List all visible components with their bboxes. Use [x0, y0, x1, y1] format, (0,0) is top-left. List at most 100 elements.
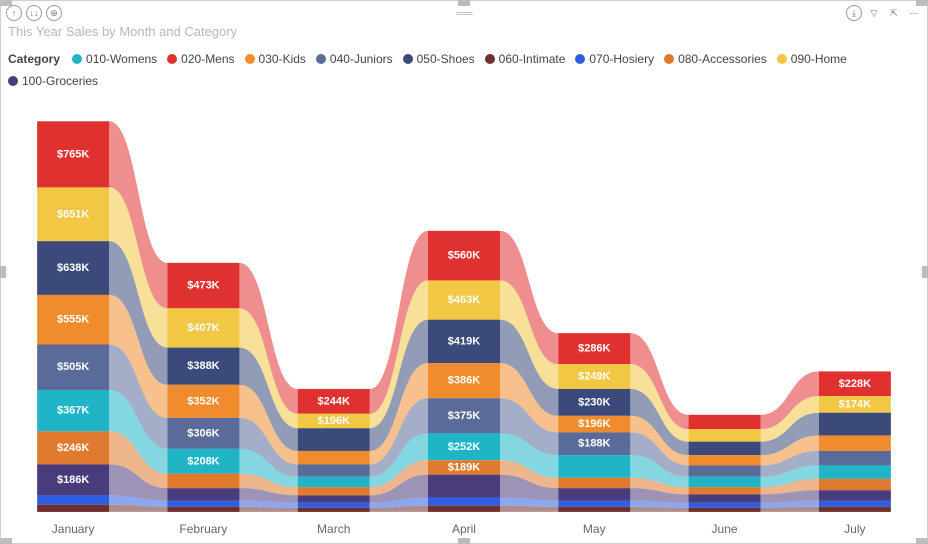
legend-title: Category — [8, 52, 60, 66]
data-label: $419K — [448, 335, 480, 347]
data-label: $651K — [57, 208, 89, 220]
data-label: $252K — [448, 441, 480, 453]
ribbon-bar-segment[interactable] — [819, 465, 891, 478]
ribbon-bar-segment[interactable] — [558, 478, 630, 488]
ribbon-bar-segment[interactable] — [298, 503, 370, 508]
ribbon-bar-segment[interactable] — [558, 455, 630, 478]
ribbon-bar-segment[interactable] — [298, 428, 370, 451]
ribbon-bar-segment[interactable] — [819, 435, 891, 451]
ribbon-bar-segment[interactable] — [167, 474, 239, 488]
legend-item[interactable]: 020-Mens — [167, 52, 234, 66]
legend-item[interactable]: 080-Accessories — [664, 52, 767, 66]
ribbon-bar-segment[interactable] — [689, 465, 761, 476]
data-label: $230K — [578, 396, 610, 408]
legend-item[interactable]: 040-Juniors — [316, 52, 393, 66]
ribbon-bar-segment[interactable] — [689, 429, 761, 441]
x-axis-label: June — [659, 522, 789, 536]
filter-icon[interactable]: ▽ — [866, 5, 882, 21]
legend-swatch — [777, 54, 787, 64]
resize-handle[interactable] — [0, 266, 6, 278]
data-label: $560K — [448, 249, 480, 261]
ribbon-bar-segment[interactable] — [819, 490, 891, 500]
ribbon-bar-segment[interactable] — [37, 505, 109, 512]
legend-swatch — [72, 54, 82, 64]
ribbon-bar-segment[interactable] — [819, 413, 891, 436]
data-label: $228K — [839, 378, 871, 390]
chart-title: This Year Sales by Month and Category — [8, 24, 237, 39]
ribbon-bar-segment[interactable] — [167, 501, 239, 507]
data-label: $555K — [57, 314, 89, 326]
ribbon-bar-segment[interactable] — [819, 501, 891, 507]
ribbon-bar-segment[interactable] — [689, 455, 761, 465]
x-axis: JanuaryFebruaryMarchAprilMayJuneJuly — [8, 522, 920, 536]
data-label: $407K — [187, 322, 219, 334]
ribbon-bar-segment[interactable] — [819, 479, 891, 490]
resize-handle[interactable] — [922, 266, 928, 278]
ribbon-bar-segment[interactable] — [428, 497, 500, 505]
ribbon-bar-segment[interactable] — [689, 508, 761, 512]
x-axis-label: July — [790, 522, 920, 536]
data-label: $367K — [57, 405, 89, 417]
ribbon-bar-segment[interactable] — [689, 477, 761, 487]
legend-item[interactable]: 070-Hosiery — [575, 52, 654, 66]
legend-item[interactable]: 060-Intimate — [485, 52, 566, 66]
ribbon-bar-segment[interactable] — [689, 487, 761, 494]
data-label: $244K — [318, 395, 350, 407]
ribbon-bar-segment[interactable] — [558, 488, 630, 500]
legend-swatch — [575, 54, 585, 64]
ribbon-bar-segment[interactable] — [819, 451, 891, 465]
legend-label: 070-Hosiery — [589, 52, 654, 66]
ribbon-bar-segment[interactable] — [298, 451, 370, 464]
data-label: $638K — [57, 262, 89, 274]
ribbon-bar-segment[interactable] — [298, 477, 370, 487]
ribbon-bar-segment[interactable] — [558, 501, 630, 507]
legend-swatch — [664, 54, 674, 64]
focus-mode-icon[interactable]: ⤓ — [846, 5, 862, 21]
resize-handle[interactable] — [0, 538, 12, 544]
ribbon-bar-segment[interactable] — [558, 507, 630, 512]
legend-item[interactable]: 090-Home — [777, 52, 847, 66]
resize-handle[interactable] — [916, 538, 928, 544]
ribbon-bar-segment[interactable] — [298, 495, 370, 502]
legend-label: 010-Womens — [86, 52, 157, 66]
drill-down-icon[interactable]: ↓↓ — [26, 5, 42, 21]
x-axis-label: February — [138, 522, 268, 536]
legend-item[interactable]: 050-Shoes — [403, 52, 475, 66]
legend-swatch — [485, 54, 495, 64]
ribbon-bar-segment[interactable] — [167, 507, 239, 512]
ribbon-bar-segment[interactable] — [819, 507, 891, 512]
ribbon-bar-segment[interactable] — [428, 475, 500, 498]
resize-handle[interactable] — [458, 538, 470, 544]
expand-icon[interactable]: ⊕ — [46, 5, 62, 21]
legend-label: 090-Home — [791, 52, 847, 66]
legend-item[interactable]: 030-Kids — [245, 52, 306, 66]
ribbon-bar-segment[interactable] — [298, 487, 370, 495]
popout-icon[interactable]: ⇱ — [886, 5, 902, 21]
ribbon-bar-segment[interactable] — [428, 506, 500, 512]
ribbon-bar-segment[interactable] — [689, 503, 761, 508]
legend-item[interactable]: 010-Womens — [72, 52, 157, 66]
grip-icon[interactable]: ══ — [456, 6, 471, 20]
data-label: $186K — [57, 474, 89, 486]
ribbon-bar-segment[interactable] — [689, 415, 761, 429]
legend-label: 020-Mens — [181, 52, 234, 66]
data-label: $765K — [57, 148, 89, 160]
ribbon-bar-segment[interactable] — [689, 494, 761, 502]
ribbon-chart[interactable]: $765K$651K$638K$555K$505K$367K$246K$186K… — [8, 82, 920, 514]
data-label: $463K — [448, 294, 480, 306]
ribbon-bar-segment[interactable] — [298, 464, 370, 476]
data-label: $246K — [57, 442, 89, 454]
more-options-icon[interactable]: ··· — [906, 5, 922, 21]
ribbon-bar-segment[interactable] — [167, 488, 239, 500]
ribbon-bar-segment[interactable] — [689, 442, 761, 455]
data-label: $174K — [839, 398, 871, 410]
data-label: $375K — [448, 410, 480, 422]
data-label: $306K — [187, 427, 219, 439]
ribbon-bar-segment[interactable] — [37, 495, 109, 504]
drill-up-icon[interactable]: ↑ — [6, 5, 22, 21]
x-axis-label: May — [529, 522, 659, 536]
visual-toolbar: ↑ ↓↓ ⊕ ══ ⤓ ▽ ⇱ ··· — [6, 4, 922, 22]
data-label: $473K — [187, 279, 219, 291]
ribbon-bar-segment[interactable] — [298, 508, 370, 512]
data-label: $352K — [187, 395, 219, 407]
